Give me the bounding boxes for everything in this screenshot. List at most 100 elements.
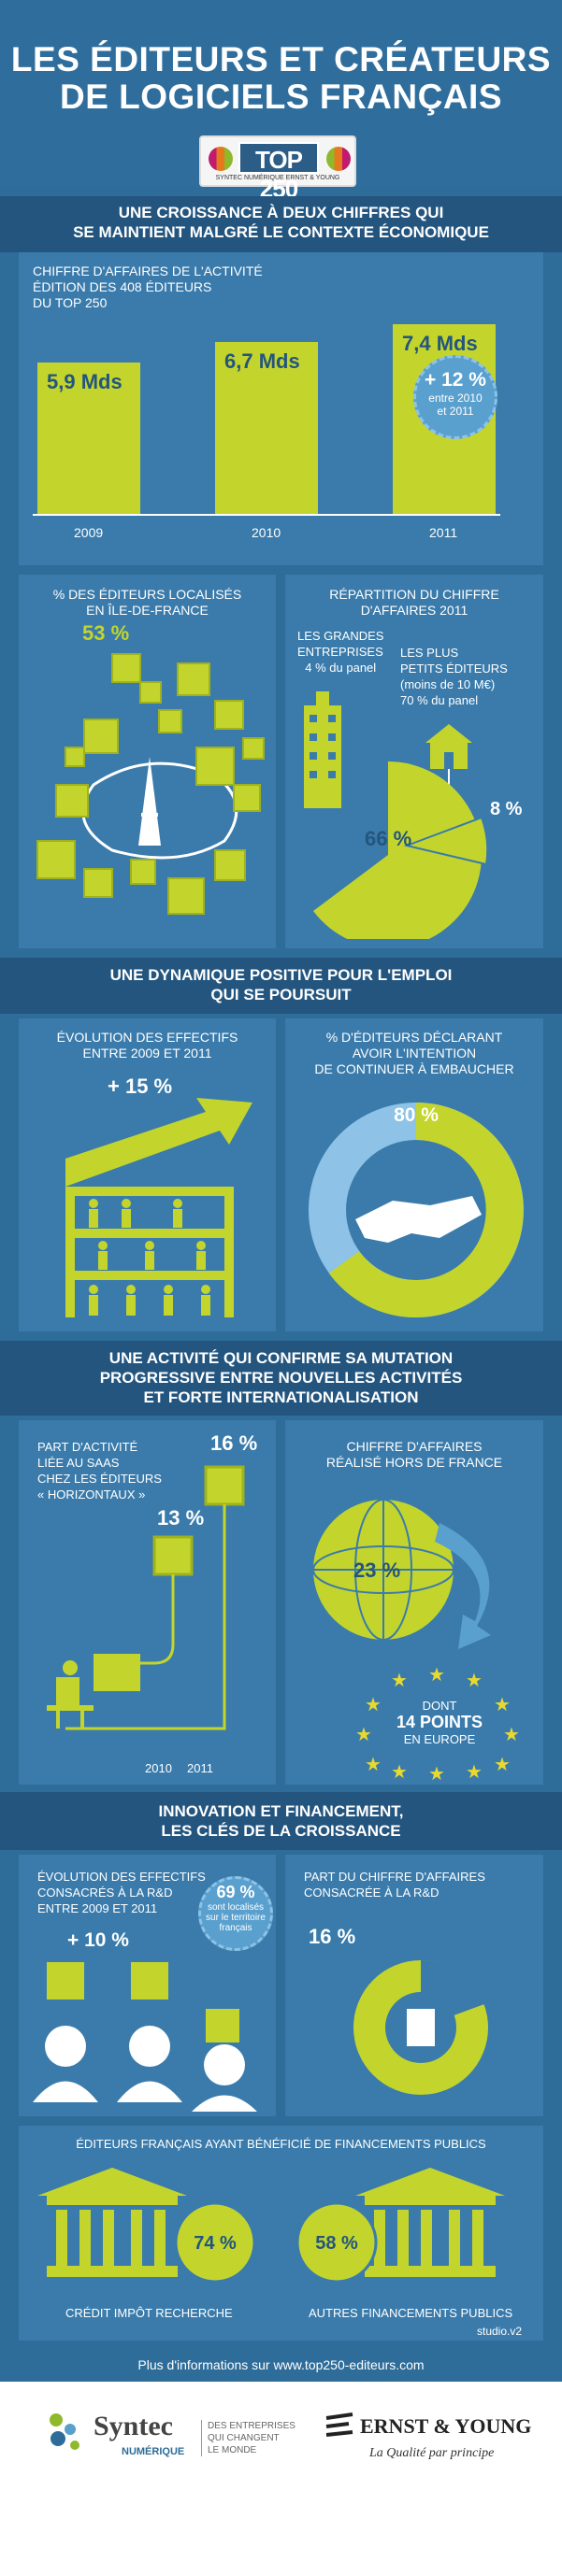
small-label-line1: LES PLUS (400, 646, 459, 660)
idf-label-line1: % DES ÉDITEURS LOCALISÉS (52, 587, 242, 602)
people-icon (89, 1199, 210, 1316)
revenue-bar (215, 341, 318, 514)
section3-title-line2: PROGRESSIVE ENTRE NOUVELLES ACTIVITÉS (99, 1369, 463, 1387)
split-pie-illustration (304, 691, 489, 939)
lightbulb-sign-icon (47, 1962, 84, 2000)
staff-label: ÉVOLUTION DES EFFECTIFS ENTRE 2009 ET 20… (19, 1030, 276, 1061)
revenue-year-label: 2011 (429, 525, 458, 540)
growth-badge (413, 355, 497, 439)
revenue-bar (37, 362, 140, 514)
section3-title-line3: ET FORTE INTERNATIONALISATION (143, 1388, 419, 1406)
section2-title: UNE DYNAMIQUE POSITIVE POUR L'EMPLOI QUI… (0, 965, 562, 1004)
section3-header (0, 1341, 562, 1416)
tagline-line3: LE MONDE (208, 2445, 257, 2455)
cable-line (65, 1504, 226, 1730)
large-firms-label: LES GRANDES ENTREPRISES 4 % du panel (297, 628, 383, 676)
rd-label: ÉVOLUTION DES EFFECTIFS CONSACRÉS À LA R… (37, 1869, 206, 1916)
intl-label-line1: CHIFFRE D'AFFAIRES (346, 1439, 483, 1454)
tagline-line2: QUI CHANGENT (208, 2433, 280, 2443)
eiffel-tower-icon (138, 757, 161, 846)
local-value: 69 % (216, 1883, 255, 1901)
eu-star-icon: ★ (365, 1755, 382, 1775)
eu-star-icon: ★ (466, 1762, 483, 1783)
lightbulb-sign-icon (131, 1962, 168, 2000)
building-icon (407, 2009, 435, 2046)
large-label-line1: LES GRANDES (297, 629, 384, 643)
office-building-illustration (65, 1098, 252, 1317)
intl-label: CHIFFRE D'AFFAIRES RÉALISÉ HORS DE FRANC… (285, 1439, 543, 1471)
pie-slice-small (403, 816, 489, 866)
cir-label: CRÉDIT IMPÔT RECHERCHE (65, 2306, 233, 2320)
donut-80-arc (328, 1103, 524, 1317)
institution-left-icon (37, 2168, 187, 2277)
saas-label-line3: CHEZ LES ÉDITEURS (37, 1472, 162, 1486)
studio-credit: studio.v2 (477, 2325, 523, 2338)
saas-label-line2: LIÉE AU SAAS (37, 1456, 120, 1470)
local-badge (198, 1876, 273, 1951)
eu-star-icon: ★ (355, 1725, 372, 1745)
saas-label-line4: « HORIZONTAUX » (37, 1487, 146, 1501)
logo-subtext: SYNTEC NUMÉRIQUE ERNST & YOUNG (215, 175, 340, 181)
intl-label-line2: RÉALISÉ HORS DE FRANCE (325, 1455, 503, 1470)
eu-star-icon: ★ (428, 1665, 445, 1686)
title-line-1: LES ÉDITEURS ET CRÉATEURS (10, 40, 552, 78)
ey-slogan: La Qualité par principe (369, 2446, 495, 2460)
section1-title-line1: UNE CROISSANCE À DEUX CHIFFRES QUI (118, 204, 444, 221)
rdshare-label-line2: CONSACRÉE À LA R&D (304, 1886, 440, 1900)
eu-star-icon: ★ (365, 1695, 382, 1715)
section3-title: UNE ACTIVITÉ QUI CONFIRME SA MUTATION PR… (0, 1348, 562, 1407)
revenue-axis-line (33, 514, 500, 516)
logo-ribbon-right-icon (326, 147, 351, 171)
revenue-year-label: 2009 (74, 525, 104, 540)
rdshare-value: 16 % (309, 1925, 356, 1948)
footer-info-bar (0, 2350, 562, 2382)
researchers-illustration (33, 1962, 257, 2112)
ey-logo-icon (323, 2412, 356, 2441)
globe-illustration (312, 1499, 491, 1649)
syntec-tagline: DES ENTREPRISES QUI CHANGENT LE MONDE (201, 2420, 295, 2456)
hiring-label: % D'ÉDITEURS DÉCLARANT AVOIR L'INTENTION… (285, 1030, 543, 1077)
growth-badge-text: + 12 % entre 2010 et 2011 (413, 369, 497, 418)
revenue-year-label: 2010 (252, 525, 281, 540)
staff-label-line1: ÉVOLUTION DES EFFECTIFS (56, 1030, 238, 1045)
logo-box: TOP 250 (238, 142, 319, 203)
section2-title-line1: UNE DYNAMIQUE POSITIVE POUR L'EMPLOI (109, 966, 453, 984)
cir-value: 74 % (194, 2233, 237, 2254)
revenue-chart-label: CHIFFRE D'AFFAIRES DE L'ACTIVITÉ ÉDITION… (33, 263, 263, 311)
split-title: RÉPARTITION DU CHIFFRE D'AFFAIRES 2011 (285, 587, 543, 619)
revenue-bar-label: 6,7 Mds (224, 349, 300, 373)
hire-value: 80 % (394, 1104, 439, 1126)
section4-title-line2: LES CLÉS DE LA CROISSANCE (161, 1822, 401, 1840)
cube-2011-icon (204, 1465, 245, 1506)
hire-label-line1: % D'ÉDITEURS DÉCLARANT (325, 1030, 503, 1045)
footer (0, 2350, 562, 2576)
intl-value: 23 % (353, 1558, 401, 1582)
small-label-line2: PETITS ÉDITEURS (400, 662, 508, 676)
staff-label-line2: ENTRE 2009 ET 2011 (82, 1046, 212, 1060)
idf-cubes-illustration (36, 653, 265, 915)
section2-header (0, 958, 562, 1014)
section4-title: INNOVATION ET FINANCEMENT, LES CLÉS DE L… (0, 1801, 562, 1841)
section4-title-line1: INNOVATION ET FINANCEMENT, (158, 1802, 404, 1820)
eu-text: DONT 14 POINTS EN EUROPE (383, 1699, 496, 1746)
cube-2010-icon (152, 1535, 194, 1576)
small-firms-label: LES PLUS PETITS ÉDITEURS (moins de 10 M€… (400, 645, 508, 708)
local-badge-text: 69 % sont localisés sur le territoire fr… (198, 1883, 273, 1933)
section2-title-line2: QUI SE POURSUIT (210, 986, 352, 1003)
more-info-link[interactable]: Plus d'informations sur www.top250-edite… (137, 2357, 425, 2372)
eu-star-icon: ★ (466, 1671, 483, 1691)
other-label: AUTRES FINANCEMENTS PUBLICS (309, 2306, 513, 2320)
split-title-line2: D'AFFAIRES 2011 (360, 603, 468, 618)
eu-text-2: 14 POINTS (396, 1713, 483, 1731)
pie-slice-big-label: 66 % (365, 827, 412, 850)
syntec-logo-icon (37, 2406, 94, 2462)
saas-year-2010: 2010 (145, 1761, 172, 1775)
curved-arrow-icon (435, 1523, 491, 1649)
idf-label-line2: EN ÎLE-DE-FRANCE (86, 603, 209, 618)
revenue-label-line1: CHIFFRE D'AFFAIRES DE L'ACTIVITÉ (33, 263, 263, 278)
saas-label-line1: PART D'ACTIVITÉ (37, 1440, 138, 1454)
rdshare-label-line1: PART DU CHIFFRE D'AFFAIRES (304, 1870, 485, 1884)
france-outline-icon (81, 761, 238, 860)
rd-label-line2: CONSACRÉS À LA R&D (37, 1886, 173, 1900)
growth-arrow-icon (65, 1098, 252, 1187)
